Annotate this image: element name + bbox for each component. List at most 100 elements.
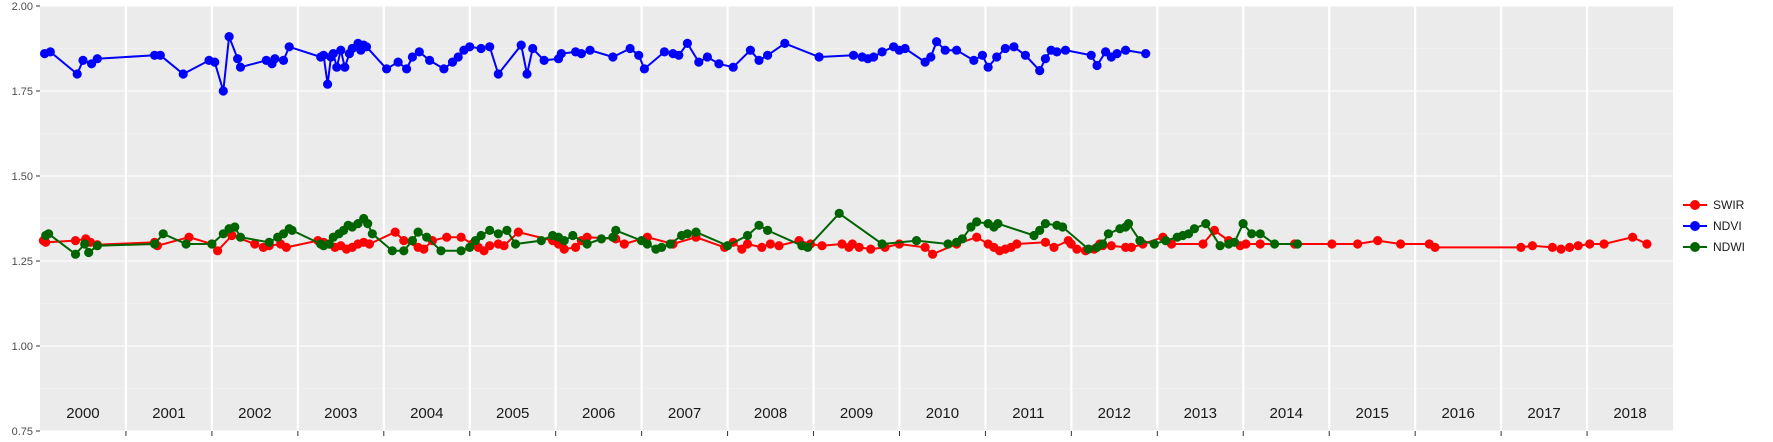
data-point-ndvi [1060, 45, 1071, 55]
series-ndvi [40, 31, 1151, 96]
year-label: 2006 [582, 405, 615, 422]
data-point-ndwi [1103, 229, 1113, 239]
data-point-ndwi [230, 222, 240, 232]
data-point-swir [920, 242, 930, 252]
data-point-ndvi [340, 62, 350, 72]
data-point-ndvi [1112, 49, 1122, 59]
year-label: 2001 [152, 405, 185, 422]
data-point-ndvi [634, 50, 644, 60]
data-point-ndvi [1009, 42, 1019, 52]
data-point-ndvi [1141, 49, 1151, 59]
data-point-ndvi [485, 42, 495, 52]
data-point-ndwi [493, 229, 503, 239]
data-point-ndwi [465, 242, 475, 252]
data-point-ndvi [1040, 54, 1050, 64]
y-tick-label: 1.00 [12, 341, 33, 353]
data-point-swir [559, 244, 569, 254]
year-label: 2012 [1098, 405, 1131, 422]
data-point-swir [1241, 239, 1251, 249]
data-point-ndvi [576, 49, 587, 59]
data-point-swir [571, 242, 581, 252]
data-point-swir [1628, 232, 1638, 242]
data-point-ndwi [911, 236, 922, 246]
data-point-ndvi [493, 69, 503, 79]
data-point-ndvi [848, 50, 859, 60]
data-point-ndvi [992, 52, 1002, 62]
data-point-ndwi [363, 219, 373, 229]
data-point-ndvi [694, 57, 704, 67]
data-point-ndvi [1121, 45, 1131, 55]
data-point-ndvi [674, 50, 684, 60]
data-point-ndwi [536, 236, 546, 246]
data-point-ndvi [1035, 66, 1045, 76]
data-point-ndwi [264, 237, 274, 247]
legend-key-marker [1690, 242, 1700, 252]
data-point-swir [774, 241, 784, 251]
y-tick-label: 1.50 [12, 171, 33, 183]
data-point-ndwi [80, 239, 90, 249]
data-point-ndwi [407, 236, 417, 246]
data-point-ndvi [382, 64, 392, 74]
data-point-ndwi [611, 225, 621, 235]
data-point-ndwi [181, 239, 191, 249]
data-point-ndwi [1035, 225, 1045, 235]
data-point-swir [1573, 241, 1583, 251]
data-point-ndvi [900, 43, 910, 54]
data-point-ndvi [983, 62, 993, 72]
data-point-ndvi [155, 50, 165, 60]
data-point-ndvi [1000, 43, 1010, 54]
data-point-ndvi [754, 55, 764, 65]
y-tick-label: 1.75 [12, 86, 33, 98]
data-point-ndvi [270, 54, 280, 64]
data-point-ndwi [1255, 229, 1265, 239]
data-point-swir [894, 239, 904, 249]
y-tick-label: 2.00 [12, 1, 33, 13]
data-point-ndwi [287, 225, 297, 235]
data-point-ndwi [70, 249, 81, 259]
data-point-ndwi [485, 225, 495, 235]
data-point-ndvi [977, 50, 988, 60]
data-point-ndwi [682, 229, 693, 239]
data-point-ndvi [178, 69, 188, 79]
data-point-ndwi [1247, 229, 1257, 239]
year-label: 2007 [668, 405, 701, 422]
year-label: 2010 [926, 405, 959, 422]
data-point-swir [1072, 244, 1082, 254]
data-point-ndvi [476, 43, 486, 54]
data-point-ndvi [940, 45, 950, 55]
data-point-swir [757, 242, 767, 252]
data-point-ndwi [568, 230, 578, 241]
data-point-swir [364, 239, 374, 249]
data-point-ndvi [323, 79, 333, 89]
data-point-ndvi [780, 38, 790, 49]
data-point-ndvi [1086, 50, 1096, 60]
data-point-ndwi [642, 239, 652, 249]
data-point-ndvi [814, 52, 824, 62]
data-point-swir [399, 236, 409, 246]
data-point-ndvi [45, 47, 55, 57]
data-point-ndvi [233, 54, 243, 64]
data-point-ndwi [665, 239, 675, 249]
data-point-ndvi [728, 62, 738, 72]
data-point-ndwi [436, 246, 446, 256]
data-point-swir [1327, 239, 1337, 249]
data-point-ndwi [158, 229, 168, 239]
data-point-ndwi [510, 239, 521, 249]
data-point-ndwi [993, 219, 1003, 229]
data-point-ndvi [72, 69, 82, 79]
series-layer [38, 31, 1652, 259]
data-point-swir [1396, 239, 1406, 249]
data-point-ndwi [207, 239, 217, 249]
y-axis: 0.75 1.00 1.25 1.50 1.75 2.00 [12, 1, 1588, 438]
year-label: 2003 [324, 405, 357, 422]
data-point-ndvi [639, 64, 650, 74]
data-point-ndwi [559, 236, 569, 246]
data-point-ndvi [235, 62, 246, 72]
data-point-swir [1106, 241, 1116, 251]
data-point-ndvi [425, 55, 435, 65]
data-point-ndwi [1292, 239, 1303, 249]
data-point-ndwi [1135, 236, 1145, 246]
data-point-swir [765, 239, 776, 249]
data-point-ndvi [877, 47, 887, 57]
